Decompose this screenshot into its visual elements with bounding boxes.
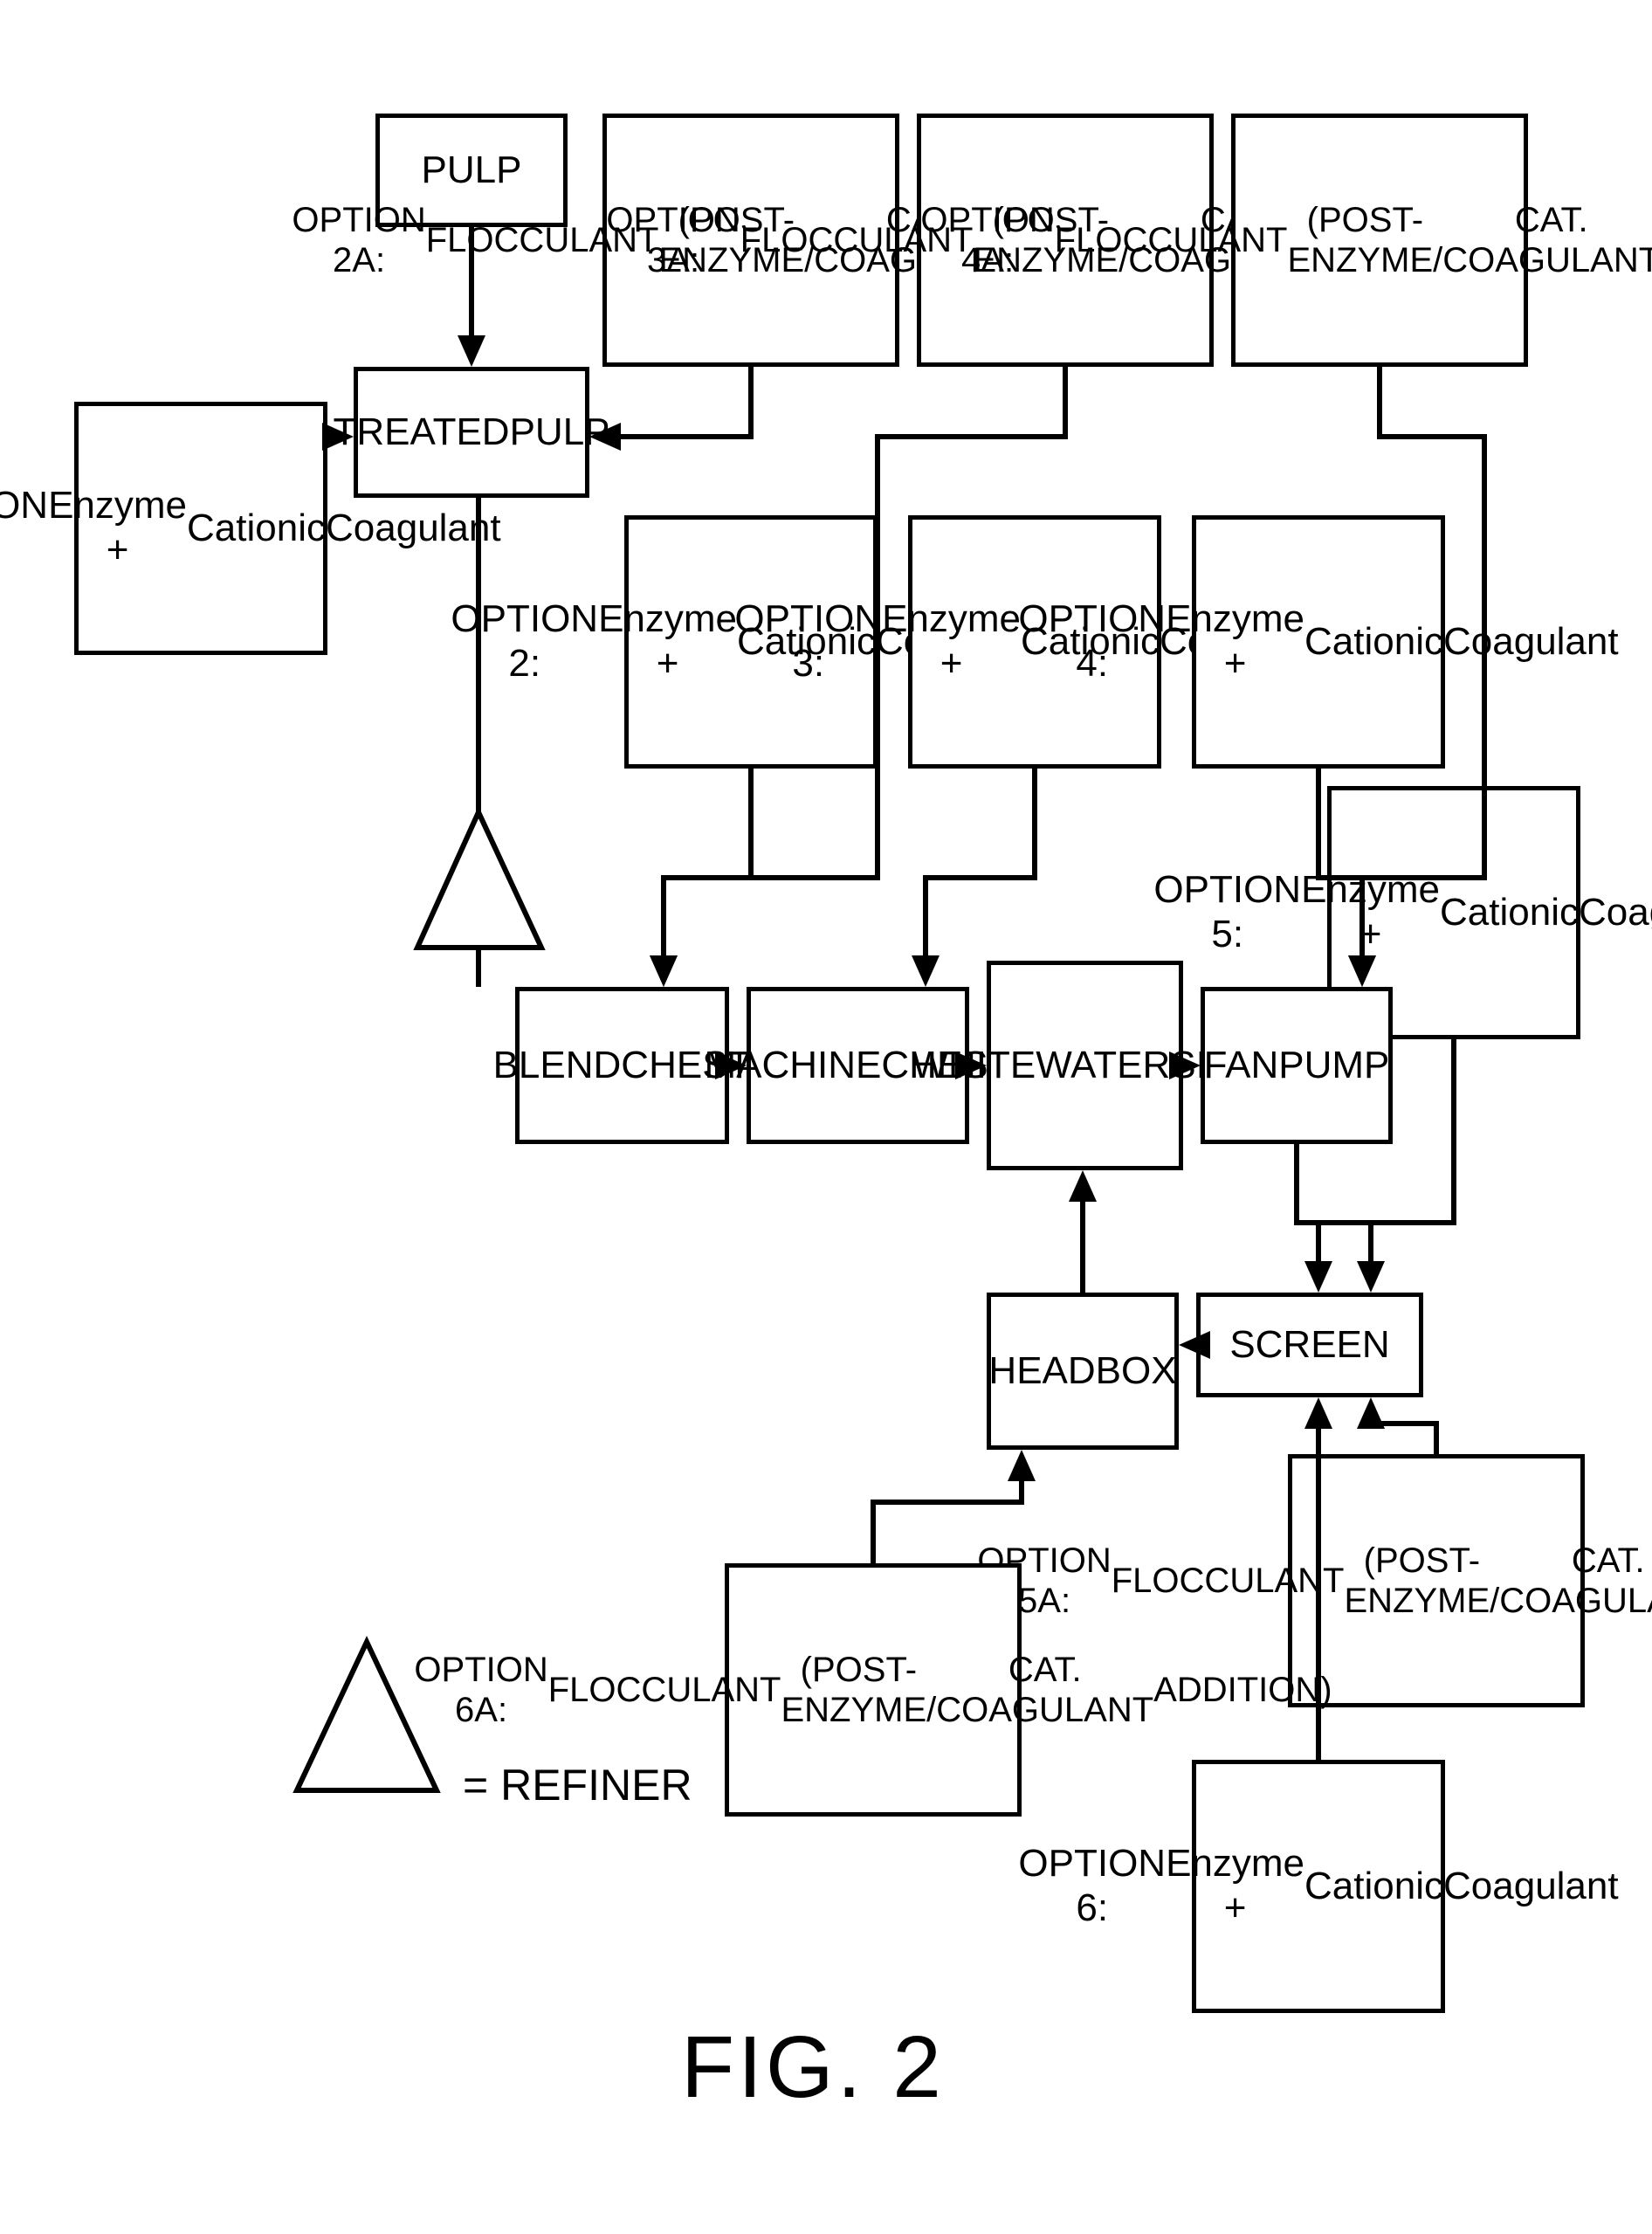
refiner-triangle	[417, 812, 541, 948]
legend-text: = REFINER	[463, 1760, 692, 1810]
box-option4: OPTION 4:Enzyme +CationicCoagulant	[1192, 515, 1445, 769]
box-option6: OPTION 6:Enzyme +CationicCoagulant	[1192, 1760, 1445, 2013]
figure-label: FIG. 2	[681, 2017, 945, 2118]
box-headbox: HEADBOX	[987, 1293, 1179, 1450]
box-option6a: OPTION 6A:FLOCCULANT(POST-ENZYME/CAT. CO…	[725, 1563, 1022, 1817]
box-option1: OPTION 1:Enzyme +CationicCoagulant	[74, 402, 327, 655]
box-whitewater: WHITEWATERSILO	[987, 961, 1183, 1170]
box-option4a: OPTION 4A:FLOCCULANT(POST-ENZYME/CAT. CO…	[1231, 114, 1528, 367]
box-screen: SCREEN	[1196, 1293, 1423, 1397]
box-fanpump: FANPUMP	[1201, 987, 1393, 1144]
box-treated: TREATEDPULP	[354, 367, 589, 498]
box-blend: BLENDCHEST	[515, 987, 729, 1144]
box-option5a: OPTION 5A:FLOCCULANT(POST-ENZYME/CAT. CO…	[1288, 1454, 1585, 1707]
